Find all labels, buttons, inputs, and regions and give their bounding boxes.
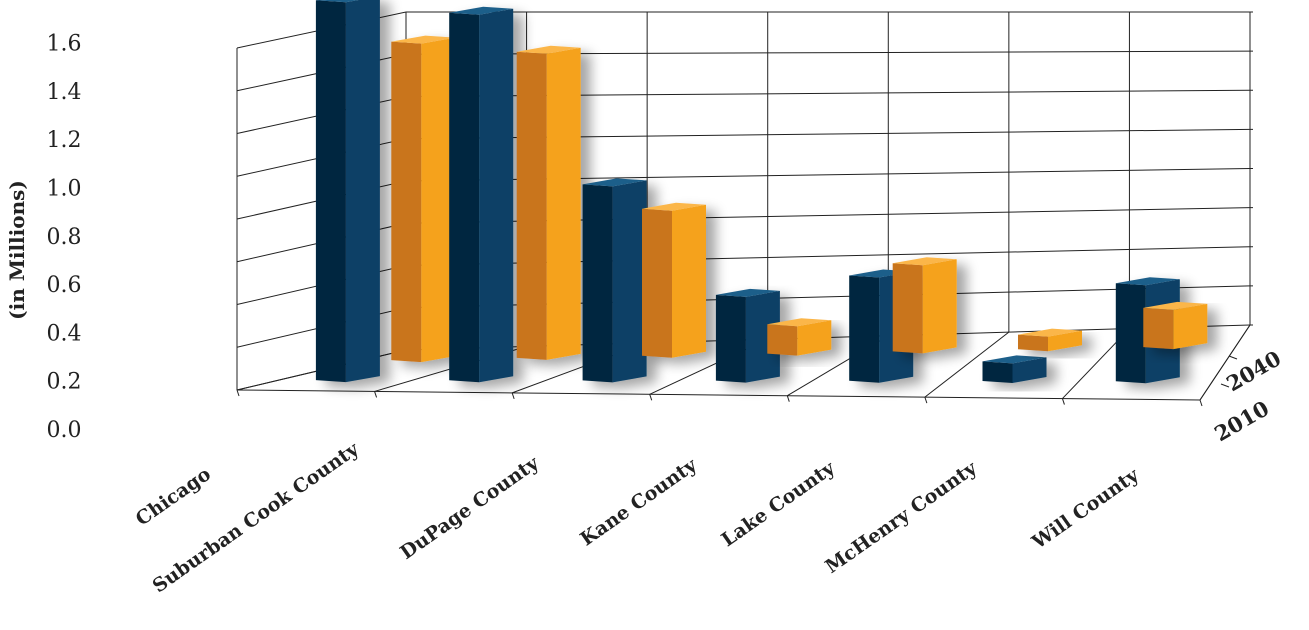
- bar-front-face: [715, 294, 746, 383]
- bar-top-face: [715, 288, 780, 297]
- category-label: Chicago: [132, 463, 215, 530]
- category-tick: [374, 391, 378, 398]
- category-tick: [649, 394, 653, 401]
- bar-top-face: [767, 318, 832, 327]
- category-label: McHenry County: [821, 457, 981, 578]
- bar-front-face: [516, 51, 547, 360]
- category-tick: [511, 392, 515, 400]
- bar-2040: [449, 6, 514, 383]
- bar-side-face: [1048, 330, 1082, 352]
- bar-top-face: [1115, 277, 1180, 286]
- bar-2010: [1143, 301, 1208, 350]
- bar-side-face: [345, 0, 380, 383]
- bar-2010: [892, 257, 957, 354]
- bar-top-face: [642, 202, 706, 211]
- bar-side-face: [612, 180, 647, 383]
- category-tick: [786, 395, 790, 402]
- bar-side-face: [797, 320, 832, 356]
- bar-top-face: [892, 257, 957, 266]
- bar-2010: [642, 202, 706, 358]
- bar-top-face: [516, 45, 581, 54]
- bar-side-face: [672, 204, 706, 358]
- bar-front-face: [892, 263, 923, 354]
- bar-front-face: [767, 324, 798, 356]
- category-tick: [1061, 398, 1065, 405]
- bar-2010: [391, 35, 456, 363]
- bar-front-face: [1143, 307, 1174, 350]
- y-tick-label: 1.4: [47, 80, 82, 105]
- bar-front-face: [315, 0, 346, 383]
- series-label: 2010: [1210, 395, 1273, 446]
- bar-top-face: [982, 355, 1047, 364]
- bar-side-face: [479, 8, 514, 383]
- y-tick-label: 0.8: [47, 225, 82, 250]
- bar-front-face: [849, 275, 880, 383]
- bar-top-face: [582, 178, 647, 187]
- bar-top-face: [449, 6, 514, 15]
- bar-top-face: [391, 35, 456, 44]
- y-tick-label: 0.4: [47, 321, 82, 346]
- bar-side-face: [745, 290, 780, 383]
- category-tick: [1199, 399, 1203, 407]
- floor-front-edge: [236, 389, 1201, 401]
- bar-front-face: [449, 12, 480, 383]
- category-label: Kane County: [576, 454, 701, 551]
- y-tick-label: 0.6: [47, 273, 82, 298]
- category-label: Lake County: [717, 457, 839, 552]
- bar-front-face: [391, 41, 422, 363]
- bar-2010: [767, 318, 832, 356]
- bar-side-face: [546, 47, 581, 360]
- bar-front-face: [642, 208, 672, 358]
- bar-side-face: [922, 259, 957, 354]
- chart-bars: [315, 0, 1208, 384]
- y-tick-label: 1.0: [47, 177, 82, 202]
- bar-front-face: [1115, 283, 1146, 384]
- category-label: Will County: [1027, 464, 1143, 555]
- y-tick-label: 1.6: [47, 32, 82, 57]
- bar-side-face: [421, 37, 456, 363]
- category-label: DuPage County: [396, 452, 543, 564]
- series-tick: [1228, 355, 1238, 360]
- bar-2010: [516, 45, 581, 360]
- floor-divider: [1199, 324, 1251, 401]
- bar-front-face: [1018, 334, 1048, 352]
- series-tick: [1220, 383, 1230, 388]
- floor-divider: [924, 331, 1010, 398]
- bar-2040: [982, 355, 1047, 383]
- bar-top-face: [315, 0, 359, 3]
- bar-front-face: [982, 361, 1013, 383]
- category-tick: [924, 396, 928, 404]
- y-axis-label: (in Millions): [5, 180, 29, 320]
- y-tick-label: 0.2: [47, 370, 82, 395]
- bar-top-face: [1143, 301, 1208, 310]
- category-tick: [236, 389, 240, 397]
- bar-side-face: [1173, 303, 1208, 350]
- bar-2040: [715, 288, 780, 383]
- y-tick-label: 1.2: [47, 128, 82, 153]
- bar-2010: [1018, 328, 1082, 352]
- y-tick-label: 0.0: [47, 418, 82, 443]
- bar-side-face: [1012, 357, 1047, 383]
- bar-2040: [315, 0, 380, 383]
- bar-top-face: [1018, 328, 1082, 337]
- bar-front-face: [582, 184, 613, 383]
- bar-2040: [582, 178, 647, 383]
- category-label: Suburban Cook County: [149, 438, 364, 598]
